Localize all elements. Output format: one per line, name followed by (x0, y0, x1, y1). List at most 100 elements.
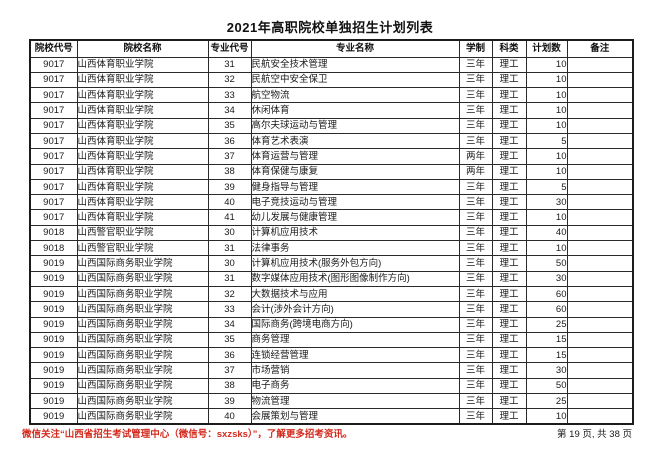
cell-category: 理工 (491, 240, 527, 257)
cell-major-name: 幼儿发展与健康管理 (250, 209, 460, 226)
cell-major-code: 37 (207, 362, 252, 379)
cell-plan-count: 25 (525, 316, 568, 333)
cell-major-code: 41 (207, 209, 252, 226)
cell-category: 理工 (491, 393, 527, 410)
page-number: 第 19 页, 共 38 页 (557, 429, 632, 441)
cell-college-code: 9019 (29, 377, 78, 395)
cell-category: 理工 (491, 270, 527, 287)
cell-plan-count: 10 (525, 148, 568, 165)
cell-remarks (566, 117, 634, 134)
cell-duration: 三年 (458, 347, 493, 364)
cell-college-code: 9019 (29, 408, 78, 425)
cell-plan-count: 10 (525, 209, 568, 226)
cell-major-name: 市场营销 (250, 362, 460, 379)
cell-college-name: 山西国际商务职业学院 (76, 316, 209, 333)
cell-duration: 两年 (458, 148, 493, 165)
cell-college-name: 山西体育职业学院 (76, 71, 209, 89)
cell-plan-count: 60 (525, 285, 568, 303)
cell-major-name: 连锁经营管理 (250, 347, 460, 364)
cell-duration: 三年 (458, 194, 493, 211)
cell-college-name: 山西体育职业学院 (76, 163, 209, 180)
cell-college-code: 9017 (29, 132, 78, 150)
cell-duration: 三年 (458, 301, 493, 318)
table-row: 9019 山西国际商务职业学院 33 会计(涉外会计方向) 三年 理工 60 (29, 301, 634, 318)
cell-duration: 三年 (458, 209, 493, 226)
table-row: 9017 山西体育职业学院 39 健身指导与管理 三年 理工 5 (29, 178, 634, 196)
table-row: 9017 山西体育职业学院 32 民航空中安全保卫 三年 理工 10 (29, 71, 634, 89)
cell-major-code: 36 (207, 132, 252, 150)
table-row: 9017 山西体育职业学院 34 休闲体育 三年 理工 10 (29, 102, 634, 119)
cell-remarks (566, 285, 634, 303)
cell-college-name: 山西国际商务职业学院 (76, 362, 209, 379)
cell-category: 理工 (491, 117, 527, 134)
cell-remarks (566, 362, 634, 379)
cell-college-code: 9019 (29, 255, 78, 272)
cell-college-code: 9018 (29, 240, 78, 257)
cell-category: 理工 (491, 224, 527, 242)
table-row: 9017 山西体育职业学院 40 电子竞技运动与管理 三年 理工 30 (29, 194, 634, 211)
cell-major-name: 计算机应用技术 (250, 224, 460, 242)
cell-remarks (566, 408, 634, 425)
cell-major-code: 33 (207, 301, 252, 318)
cell-plan-count: 10 (525, 163, 568, 180)
cell-remarks (566, 132, 634, 150)
cell-duration: 两年 (458, 163, 493, 180)
cell-major-code: 33 (207, 87, 252, 104)
cell-major-name: 高尔夫球运动与管理 (250, 117, 460, 134)
cell-duration: 三年 (458, 377, 493, 395)
page-title: 2021年高职院校单独招生计划列表 (226, 20, 434, 35)
column-header-category: 科类 (491, 39, 527, 58)
cell-college-code: 9019 (29, 301, 78, 318)
cell-major-name: 电子竞技运动与管理 (250, 194, 460, 211)
cell-college-name: 山西国际商务职业学院 (76, 377, 209, 395)
cell-major-name: 航空物流 (250, 87, 460, 104)
cell-major-code: 36 (207, 347, 252, 364)
cell-plan-count: 30 (525, 270, 568, 287)
cell-remarks (566, 56, 634, 73)
cell-category: 理工 (491, 316, 527, 333)
cell-college-name: 山西国际商务职业学院 (76, 270, 209, 287)
cell-duration: 三年 (458, 224, 493, 242)
cell-duration: 三年 (458, 117, 493, 134)
cell-duration: 三年 (458, 270, 493, 287)
cell-duration: 三年 (458, 316, 493, 333)
cell-category: 理工 (491, 255, 527, 272)
cell-major-name: 体育艺术表演 (250, 132, 460, 150)
cell-major-name: 计算机应用技术(服务外包方向) (250, 255, 460, 272)
cell-remarks (566, 240, 634, 257)
cell-major-name: 体育保健与康复 (250, 163, 460, 180)
cell-category: 理工 (491, 209, 527, 226)
cell-major-name: 数字媒体应用技术(图形图像制作方向) (250, 270, 460, 287)
cell-duration: 三年 (458, 178, 493, 196)
cell-college-name: 山西体育职业学院 (76, 102, 209, 119)
table-row: 9018 山西警官职业学院 31 法律事务 三年 理工 10 (29, 240, 634, 257)
cell-category: 理工 (491, 285, 527, 303)
table-row: 9019 山西国际商务职业学院 40 会展策划与管理 三年 理工 10 (29, 408, 634, 425)
cell-category: 理工 (491, 148, 527, 165)
table-row: 9019 山西国际商务职业学院 31 数字媒体应用技术(图形图像制作方向) 三年 理工 30 (29, 270, 634, 287)
cell-college-name: 山西体育职业学院 (76, 194, 209, 211)
cell-major-code: 34 (207, 102, 252, 119)
table-row: 9017 山西体育职业学院 41 幼儿发展与健康管理 三年 理工 10 (29, 209, 634, 226)
table-row: 9019 山西国际商务职业学院 30 计算机应用技术(服务外包方向) 三年 理工 50 (29, 255, 634, 272)
cell-college-code: 9017 (29, 87, 78, 104)
enrollment-plan-table: 院校代号 院校名称 专业代号 专业名称 学制 科类 计划数 备注 9017 山西体育职业学院 31… (29, 39, 634, 426)
cell-major-name: 民航空中安全保卫 (250, 71, 460, 89)
cell-major-name: 健身指导与管理 (250, 178, 460, 196)
cell-college-code: 9019 (29, 316, 78, 333)
cell-college-name: 山西体育职业学院 (76, 56, 209, 73)
cell-major-name: 会计(涉外会计方向) (250, 301, 460, 318)
cell-college-code: 9019 (29, 347, 78, 364)
cell-major-code: 31 (207, 56, 252, 73)
cell-plan-count: 30 (525, 362, 568, 379)
cell-plan-count: 30 (525, 194, 568, 211)
cell-plan-count: 5 (525, 178, 568, 196)
table-row: 9019 山西国际商务职业学院 36 连锁经营管理 三年 理工 15 (29, 347, 634, 364)
table-row: 9017 山西体育职业学院 38 体育保健与康复 两年 理工 10 (29, 163, 634, 180)
column-header-duration: 学制 (458, 39, 493, 58)
cell-college-code: 9018 (29, 224, 78, 242)
cell-remarks (566, 71, 634, 89)
cell-category: 理工 (491, 362, 527, 379)
cell-major-code: 40 (207, 408, 252, 425)
cell-college-code: 9019 (29, 331, 78, 349)
